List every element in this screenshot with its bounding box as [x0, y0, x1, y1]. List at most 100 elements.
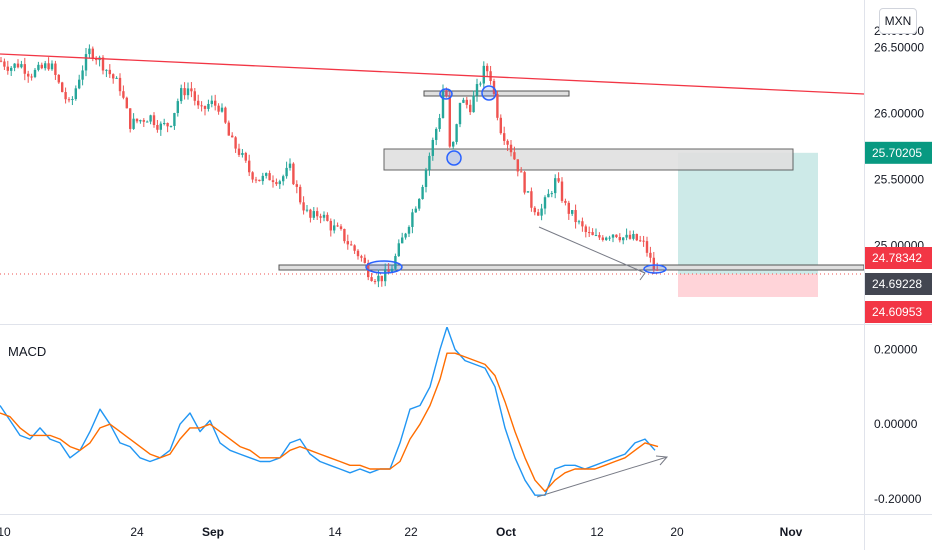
lower-trend-arrow — [538, 226, 646, 274]
candle-body — [275, 182, 278, 185]
time-axis[interactable]: 10 24 Sep 14 22 Oct 12 20 Nov — [0, 514, 932, 540]
candle-body — [414, 208, 417, 213]
candle-body — [193, 91, 196, 101]
candle-body — [656, 269, 659, 271]
candle-body — [132, 118, 135, 129]
candle-body — [533, 207, 536, 213]
candle-body — [543, 197, 547, 209]
candle-body — [67, 99, 71, 101]
candle-body — [645, 241, 649, 253]
candle-body — [404, 233, 407, 238]
candle-body — [475, 84, 479, 96]
candle-body — [37, 64, 40, 70]
highlight-marker — [365, 260, 403, 274]
candle-body — [112, 74, 115, 79]
candlestick-series — [0, 44, 659, 288]
time-tick-label: 20 — [670, 525, 684, 539]
candle-body — [438, 117, 441, 129]
candle-body — [30, 76, 33, 78]
time-tick-label: 10 — [0, 525, 11, 539]
candle-body — [316, 211, 319, 217]
candle-body — [598, 235, 601, 238]
candle-body — [125, 97, 128, 109]
candle-body — [118, 77, 122, 92]
candle-body — [288, 163, 292, 168]
candle-body — [605, 237, 608, 240]
candle-body — [513, 152, 516, 160]
candle-body — [197, 100, 200, 106]
candle-body — [537, 212, 540, 216]
arrow-head — [655, 455, 669, 466]
time-tick-label: 22 — [404, 525, 418, 539]
candle-body — [547, 193, 550, 198]
candle-body — [550, 193, 553, 195]
candle-body — [615, 234, 618, 238]
candle-body — [203, 105, 207, 109]
candle-body — [336, 225, 339, 227]
candle-body — [611, 234, 615, 238]
candle-body — [356, 250, 360, 257]
candle-body — [50, 63, 54, 70]
price-pane[interactable] — [0, 0, 864, 322]
candle-body — [173, 113, 176, 126]
candle-body — [20, 64, 23, 68]
candle-body — [71, 99, 74, 101]
candle-body — [265, 173, 268, 176]
candle-body — [458, 102, 462, 125]
candle-body — [503, 133, 506, 141]
candle-body — [81, 70, 84, 80]
candle-body — [445, 90, 448, 97]
candle-body — [220, 107, 224, 112]
price-tick-label: 26.00000 — [874, 106, 924, 120]
highlight-marker — [439, 88, 453, 100]
candle-body — [309, 209, 312, 218]
candle-body — [108, 69, 111, 75]
candle-body — [285, 167, 288, 177]
candle-body — [156, 124, 159, 130]
candle-body — [258, 179, 261, 182]
candle-body — [652, 257, 655, 270]
candle-body — [214, 100, 217, 106]
candle-body — [78, 79, 81, 89]
candle-body — [166, 123, 169, 127]
candle-body — [628, 234, 632, 239]
candle-body — [47, 63, 50, 70]
time-tick-label: 24 — [130, 525, 144, 539]
candle-body — [210, 100, 213, 104]
candle-body — [441, 90, 445, 118]
candle-body — [384, 269, 387, 282]
candle-body — [428, 155, 431, 170]
candle-body — [152, 115, 156, 125]
macd-tick-label: 0.20000 — [874, 342, 918, 356]
candle-body — [540, 208, 543, 216]
price-tag-label: 25.70205 — [872, 146, 922, 160]
candle-body — [0, 60, 3, 62]
candle-body — [135, 118, 139, 122]
candle-body — [241, 152, 244, 155]
candle-body — [139, 120, 142, 122]
arrow-head — [635, 268, 646, 281]
price-tag-label: 24.69228 — [872, 277, 922, 291]
candle-body — [91, 48, 94, 59]
candle-body — [377, 275, 380, 282]
candle-body — [373, 281, 377, 283]
candle-body — [591, 232, 594, 236]
macd-pane[interactable]: MACD — [0, 327, 669, 498]
candle-body — [424, 169, 428, 187]
candle-body — [186, 88, 190, 96]
highlight-marker — [481, 85, 497, 101]
candle-body — [217, 105, 220, 112]
currency-label[interactable]: MXN — [879, 8, 917, 34]
candle-body — [499, 117, 502, 134]
candle-body — [526, 191, 530, 193]
candle-body — [639, 240, 642, 242]
candle-body — [302, 202, 305, 211]
price-tag-bg — [865, 301, 932, 323]
candle-body — [608, 237, 611, 239]
candle-body — [577, 221, 581, 223]
candle-body — [523, 172, 526, 193]
candle-body — [339, 226, 343, 229]
macd-axis[interactable]: 0.20000 0.00000 -0.20000 — [874, 342, 922, 505]
candle-body — [418, 199, 421, 209]
